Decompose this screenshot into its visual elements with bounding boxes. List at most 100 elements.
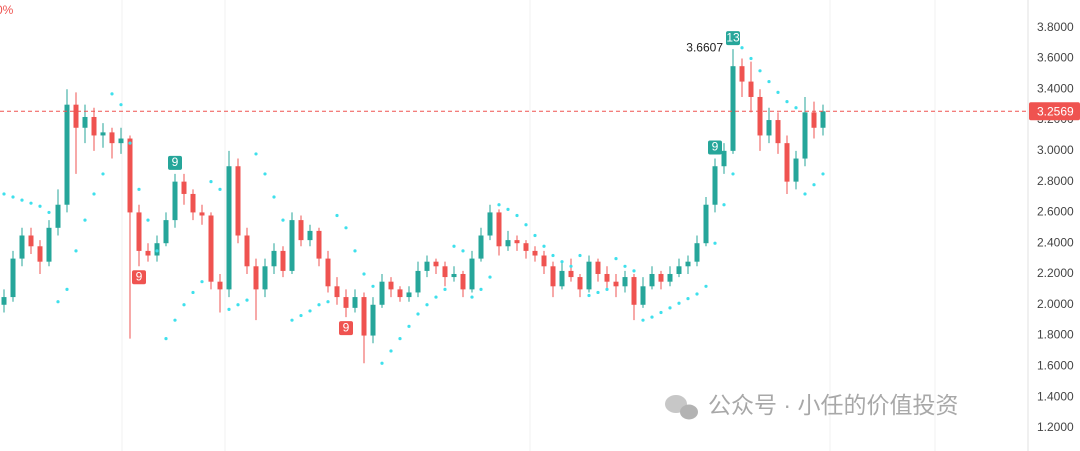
sar-dot [641, 318, 645, 322]
candle-body [199, 212, 205, 216]
sar-dot [209, 180, 213, 184]
candle-body [388, 281, 394, 290]
candle-body [541, 255, 547, 267]
sar-dot [290, 318, 294, 322]
candle-body [100, 132, 106, 136]
y-tick-label: 2.6000 [1037, 205, 1074, 219]
candle-body [280, 250, 286, 271]
candle-body [604, 273, 610, 282]
sar-dot [389, 349, 393, 353]
sar-dot [173, 318, 177, 322]
sar-dot [497, 203, 501, 207]
watermark: 公众号 · 小任的价值投资 [665, 392, 958, 420]
y-tick-label: 3.6000 [1037, 51, 1074, 65]
sar-dot [380, 361, 384, 365]
sar-dot [551, 253, 555, 258]
candle-body [658, 273, 664, 282]
sar-dot [83, 218, 87, 222]
sar-dot [506, 207, 510, 211]
last-price-label: 3.2569 [1037, 104, 1074, 118]
y-tick-label: 1.4000 [1037, 389, 1074, 403]
sar-dot [524, 223, 528, 227]
candle-body [712, 166, 718, 205]
candle-body [784, 143, 790, 182]
candle-body [820, 111, 826, 128]
sar-dot [542, 244, 546, 248]
candle-body [514, 240, 520, 244]
sar-dot [38, 204, 42, 208]
sar-dot [821, 172, 825, 176]
sar-dot [695, 292, 699, 296]
sar-dot [488, 275, 492, 279]
sar-dot [587, 293, 591, 298]
sar-dot [119, 103, 123, 107]
sar-dot [434, 295, 438, 299]
setup-label: 13 [726, 30, 740, 44]
candle-body [244, 235, 250, 267]
setup-label: 9 [343, 320, 350, 334]
candle-body [163, 220, 169, 244]
candle-body [217, 281, 223, 290]
sar-dot [317, 303, 321, 307]
candle-body [289, 220, 295, 271]
candle-body [676, 266, 682, 274]
vertical-grid [121, 0, 936, 451]
candle-body [757, 96, 763, 136]
candle-body [424, 261, 430, 271]
sar-dot [533, 233, 537, 238]
candle-body [262, 266, 268, 290]
sar-dot [443, 287, 447, 291]
candle-body [478, 235, 484, 259]
candle-body [568, 270, 574, 278]
sar-dot [785, 99, 789, 104]
sar-dot [92, 192, 96, 196]
sar-dot [578, 253, 582, 258]
sar-dot [29, 201, 33, 205]
sar-dot [200, 280, 204, 284]
sar-dot [452, 244, 456, 248]
sar-dot [101, 172, 105, 176]
y-tick-label: 1.8000 [1037, 328, 1074, 342]
sar-dot [20, 198, 24, 202]
sar-dot [299, 313, 303, 318]
sar-dot [110, 92, 114, 96]
candle-body [775, 120, 781, 144]
candle-body [532, 250, 538, 256]
y-tick-label: 3.4000 [1037, 81, 1074, 95]
sar-dot [461, 249, 465, 253]
sar-dot [425, 303, 429, 307]
setup-label: 9 [712, 140, 719, 154]
sar-dot [398, 337, 402, 341]
candle-body [235, 166, 241, 236]
sar-dot [128, 141, 132, 145]
candle-body [487, 212, 493, 236]
candle-body [730, 66, 736, 151]
sar-dot [515, 213, 519, 218]
y-tick-label: 3.0000 [1037, 143, 1074, 157]
sar-dot [416, 312, 420, 316]
sar-dot [371, 284, 375, 288]
sar-dot [218, 187, 222, 191]
candle-body [19, 235, 25, 259]
sar-dot [326, 300, 330, 304]
sar-dot [263, 172, 267, 176]
candle-body [622, 277, 628, 287]
candle-body [127, 138, 133, 213]
sar-dot [722, 203, 726, 207]
candle-body [82, 116, 88, 128]
candle-body [640, 286, 646, 305]
candle-body [64, 104, 70, 205]
candle-body [793, 158, 799, 182]
candle-body [460, 273, 466, 290]
setup-badge [726, 31, 740, 46]
candle-body [136, 212, 142, 251]
y-tick-label: 1.2000 [1037, 420, 1074, 434]
watermark-text: 公众号 · 小任的价值投资 [708, 392, 958, 418]
candle-body [613, 281, 619, 287]
sar-dot [686, 297, 690, 301]
candle-body [37, 246, 43, 262]
candle-body [766, 120, 772, 136]
candle-body [370, 304, 376, 336]
y-tick-label: 2.8000 [1037, 174, 1074, 188]
candle-body [190, 193, 196, 213]
